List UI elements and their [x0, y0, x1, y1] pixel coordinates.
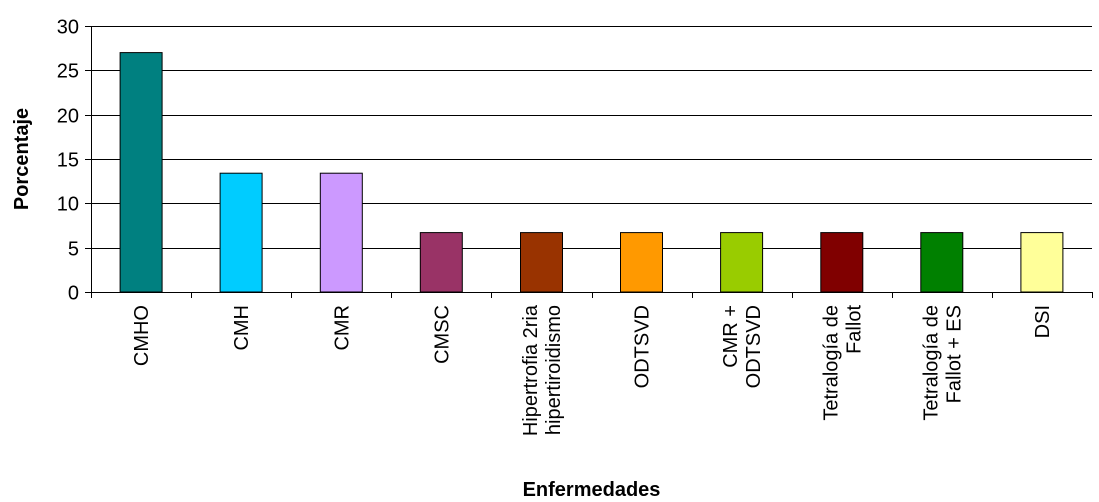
y-axis-title: Porcentaje: [11, 108, 33, 210]
x-tick-label: Hipertrofia 2ria hipertiroidismo: [520, 304, 565, 436]
x-tick-label-line: Hipertrofia 2ria: [520, 304, 542, 436]
bar: [419, 232, 463, 293]
x-tick-label-line: Tetralogía de: [920, 305, 942, 421]
bar: [720, 232, 764, 293]
y-tick-label: 15: [57, 150, 79, 172]
x-tick-label: ODTSVD: [632, 305, 654, 388]
x-tick-label: CMR + ODTSVD: [720, 305, 765, 388]
x-tick-label-line: ODTSVD: [743, 305, 765, 388]
x-tick-label: CMH: [231, 305, 253, 351]
x-tick-label-line: CMR +: [720, 305, 742, 368]
x-tick-label-line: CMR: [331, 305, 353, 351]
bar: [1020, 232, 1064, 293]
bar: [620, 232, 663, 293]
x-tick-label-line: CMHO: [131, 305, 153, 366]
x-tick-label: CMSC: [431, 305, 453, 364]
bar: [820, 232, 864, 293]
x-tick-label-line: Fallot: [843, 305, 865, 354]
x-tick-label: Tetralogía de Fallot: [820, 305, 865, 421]
x-tick-labels: CMHO CMH CMR CMSC Hipertrofia 2ria hipertiroi…: [131, 304, 1054, 436]
bar: [319, 172, 363, 293]
bar: [520, 232, 563, 293]
y-tick-label: 5: [68, 239, 79, 261]
bar: [119, 52, 163, 293]
x-tick-label-line: Fallot + ES: [943, 305, 965, 403]
x-tick-label: Tetralogía de Fallot + ES: [920, 305, 965, 421]
y-tick-label: 0: [68, 283, 79, 305]
x-axis-title: Enfermedades: [523, 479, 661, 501]
y-tick-label: 20: [57, 106, 79, 128]
x-tick-label-line: ODTSVD: [632, 305, 654, 388]
y-tick-label: 25: [57, 61, 79, 83]
x-tick-label-line: Tetralogía de: [820, 305, 842, 421]
y-tick-labels: 0 5 10 15 20 25 30: [57, 17, 79, 305]
x-tick-label-line: CMSC: [431, 305, 453, 364]
x-tick-label: CMHO: [131, 305, 153, 366]
bar: [219, 172, 263, 293]
bars: [119, 52, 1064, 293]
x-tick-label-line: DSI: [1032, 305, 1054, 338]
x-tick-label: CMR: [331, 305, 353, 351]
x-tick-label-line: CMH: [231, 305, 253, 351]
x-tick-label: DSI: [1032, 305, 1054, 338]
y-tick-label: 10: [57, 194, 79, 216]
bar: [920, 232, 964, 293]
y-tick-label: 30: [57, 17, 79, 39]
axes: [85, 26, 1093, 298]
x-tick-label-line: hipertiroidismo: [543, 305, 565, 435]
